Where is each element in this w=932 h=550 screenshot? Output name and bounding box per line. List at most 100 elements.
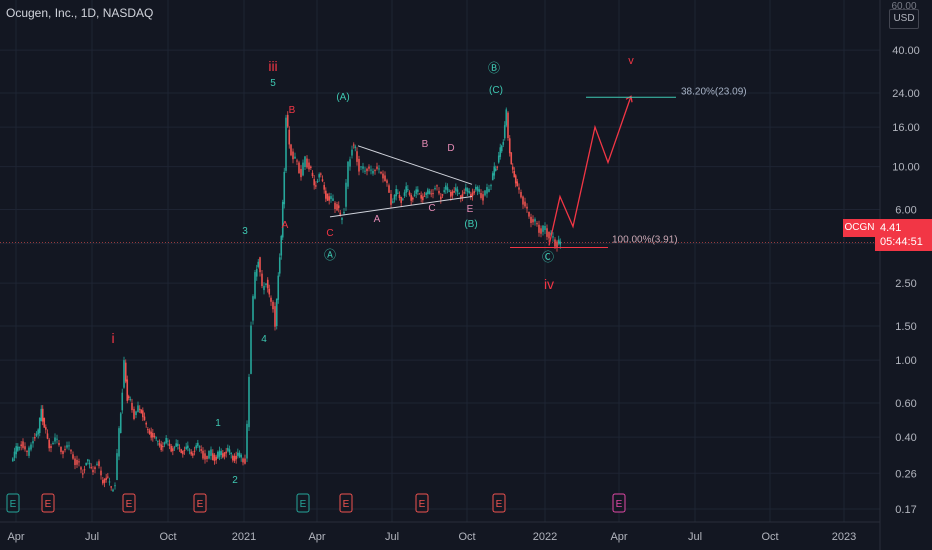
candle-body	[283, 171, 286, 205]
candle-body	[48, 439, 50, 449]
candle-body	[546, 228, 548, 237]
candle-body	[524, 201, 526, 207]
candle-body	[405, 186, 407, 193]
candle-body	[465, 187, 467, 191]
y-tick-label: 24.00	[892, 88, 920, 100]
symbol-badge: OCGN	[843, 219, 876, 237]
candle-body	[428, 191, 431, 194]
candle-body	[58, 443, 60, 445]
candle-body	[380, 171, 382, 174]
candle-body	[153, 435, 156, 438]
candle-body	[220, 451, 222, 456]
x-tick-label: 2022	[533, 531, 557, 543]
candle-body	[237, 452, 239, 456]
candle-body	[24, 446, 26, 450]
candle-body	[376, 166, 378, 169]
candle-body	[502, 142, 505, 145]
earnings-marker-label-0: E	[10, 499, 17, 510]
candle-body	[261, 273, 263, 287]
wave-label-iv-18: iv	[544, 276, 554, 292]
candle-body	[486, 187, 488, 194]
candle-body	[173, 447, 176, 449]
candle-body	[510, 152, 513, 165]
candle-body	[370, 169, 372, 171]
x-tick-label: Apr	[610, 531, 627, 543]
candle-body	[461, 193, 464, 198]
candle-body	[206, 455, 208, 460]
candle-body	[266, 279, 269, 289]
candle-body	[400, 197, 402, 203]
candle-body	[35, 433, 38, 436]
candle-body	[328, 196, 330, 201]
candle-body	[438, 190, 440, 194]
candle-body	[180, 449, 182, 453]
earnings-marker-label-7: E	[496, 499, 503, 510]
candle-body	[90, 467, 92, 469]
candle-body	[46, 433, 49, 439]
wave-label-C-5: (C)	[489, 85, 503, 96]
candle-body	[499, 147, 502, 157]
candle-body	[417, 189, 419, 192]
candle-body	[248, 376, 250, 428]
fib-label-100: 100.00%(3.91)	[612, 234, 678, 245]
candle-body	[423, 195, 426, 197]
candle-body	[198, 446, 201, 448]
candle-body	[246, 423, 248, 459]
candle-body	[395, 188, 397, 197]
candle-body	[18, 446, 21, 448]
earnings-marker-label-3: E	[197, 499, 204, 510]
y-tick-label: 40.00	[892, 45, 920, 57]
candle-body	[351, 149, 353, 156]
chart-title: Ocugen, Inc., 1D, NASDAQ	[6, 6, 154, 20]
candle-body	[200, 449, 202, 451]
candle-body	[320, 173, 322, 175]
candle-body	[197, 442, 199, 446]
candle-body	[165, 437, 167, 443]
candle-body	[316, 181, 319, 183]
candle-body	[323, 185, 325, 190]
candle-body	[445, 185, 447, 190]
candle-body	[292, 151, 294, 160]
candle-body	[255, 268, 258, 277]
candle-body	[193, 450, 196, 452]
candle-body	[347, 161, 349, 187]
candle-body	[548, 231, 550, 239]
candle-body	[473, 191, 475, 194]
candle-body	[408, 192, 411, 195]
candle-body	[277, 275, 280, 300]
currency-unit[interactable]: 60.00 USD	[889, 1, 919, 29]
candle-body	[17, 446, 19, 451]
earnings-marker-7	[492, 493, 506, 513]
candle-body	[265, 283, 267, 285]
candle-body	[103, 478, 106, 483]
candle-body	[250, 325, 252, 374]
candle-body	[468, 191, 470, 194]
x-tick-label: 2021	[232, 531, 256, 543]
candle-body	[362, 166, 364, 169]
candle-body	[274, 306, 276, 327]
candle-body	[482, 194, 484, 201]
wave-label-i-20: i	[111, 330, 114, 346]
candle-body	[318, 174, 320, 178]
candle-body	[434, 188, 436, 190]
candle-body	[456, 189, 459, 193]
candle-body	[38, 417, 41, 433]
candle-body	[484, 190, 486, 196]
candle-body	[114, 485, 116, 487]
candle-body	[124, 362, 127, 382]
candle-body	[306, 158, 308, 168]
candle-body	[403, 192, 406, 196]
candle-body	[152, 432, 154, 438]
wave-label-5-1: 5	[270, 78, 276, 89]
candle-body	[170, 446, 172, 452]
candle-body	[107, 476, 109, 478]
candle-body	[451, 191, 454, 196]
candle-body	[88, 462, 91, 465]
candle-body	[480, 193, 482, 198]
candle-body	[41, 408, 44, 422]
candle-body	[116, 453, 118, 481]
candle-body	[138, 408, 141, 410]
candle-body	[530, 216, 532, 223]
candle-body	[500, 145, 503, 152]
